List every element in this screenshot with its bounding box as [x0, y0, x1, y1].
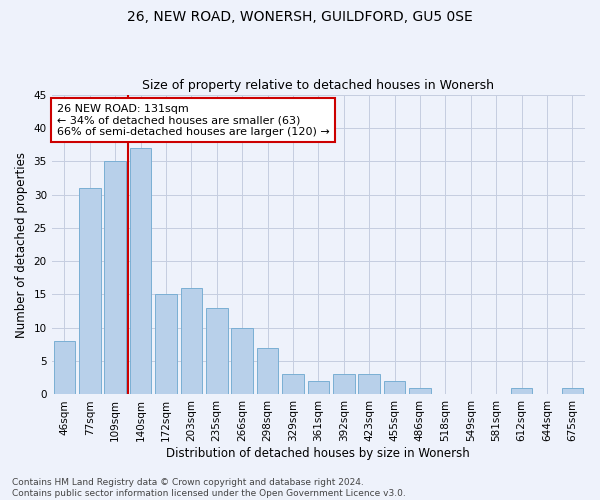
Bar [53, 341, 75, 394]
Bar [358, 374, 380, 394]
Bar [155, 294, 177, 394]
Bar [384, 381, 406, 394]
Y-axis label: Number of detached properties: Number of detached properties [15, 152, 28, 338]
Text: 26, NEW ROAD, WONERSH, GUILDFORD, GU5 0SE: 26, NEW ROAD, WONERSH, GUILDFORD, GU5 0S… [127, 10, 473, 24]
Bar [257, 348, 278, 395]
Bar [206, 308, 227, 394]
Bar [181, 288, 202, 395]
Bar [562, 388, 583, 394]
Bar [333, 374, 355, 394]
Bar [79, 188, 101, 394]
Bar [130, 148, 151, 394]
Bar [104, 161, 126, 394]
X-axis label: Distribution of detached houses by size in Wonersh: Distribution of detached houses by size … [166, 447, 470, 460]
Bar [511, 388, 532, 394]
Text: 26 NEW ROAD: 131sqm
← 34% of detached houses are smaller (63)
66% of semi-detach: 26 NEW ROAD: 131sqm ← 34% of detached ho… [57, 104, 330, 137]
Text: Contains HM Land Registry data © Crown copyright and database right 2024.
Contai: Contains HM Land Registry data © Crown c… [12, 478, 406, 498]
Bar [282, 374, 304, 394]
Bar [232, 328, 253, 394]
Bar [409, 388, 431, 394]
Bar [308, 381, 329, 394]
Title: Size of property relative to detached houses in Wonersh: Size of property relative to detached ho… [142, 79, 494, 92]
